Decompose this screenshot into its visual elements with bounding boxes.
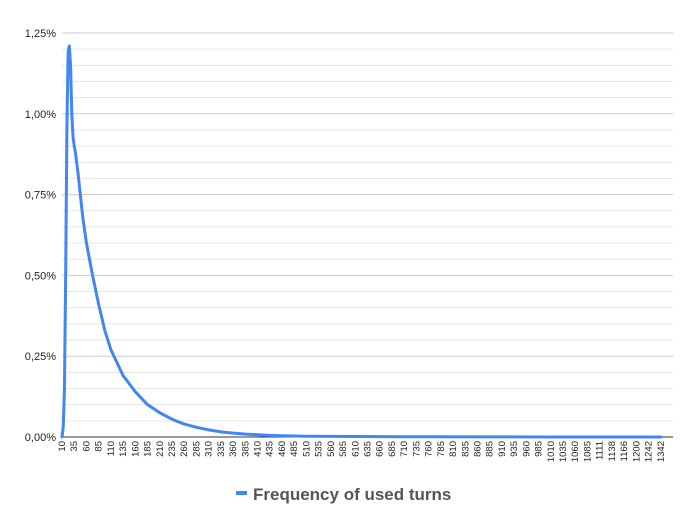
y-tick-label: 1,25% xyxy=(25,28,56,40)
y-axis: 0,00% 0,25% 0,50% 0,75% 1,00% 1,25% xyxy=(25,28,56,444)
x-tick-label: 1035 xyxy=(558,441,569,462)
x-tick-label: 110 xyxy=(106,441,117,456)
x-tick-label: 960 xyxy=(521,441,532,457)
x-tick-label: 1111 xyxy=(595,441,606,460)
series-line xyxy=(60,44,663,439)
x-tick-label: 785 xyxy=(436,441,447,457)
y-tick-label: 0,25% xyxy=(25,351,56,363)
y-tick-label: 0,75% xyxy=(25,190,56,202)
x-tick-label: 435 xyxy=(265,441,276,457)
y-tick-label: 1,00% xyxy=(25,109,56,121)
x-tick-label: 860 xyxy=(472,441,483,457)
x-tick-label: 685 xyxy=(387,441,398,457)
x-tick-label: 1138 xyxy=(607,441,618,461)
x-tick-label: 35 xyxy=(69,441,80,452)
x-tick-label: 535 xyxy=(314,441,325,457)
x-tick-label: 360 xyxy=(228,441,239,457)
x-axis: 10 35 60 85 110 135 160 185 210 235 260 285 310 335 36… xyxy=(57,441,667,462)
x-tick-label: 385 xyxy=(240,441,251,457)
x-tick-label: 135 xyxy=(118,441,129,457)
x-tick-label: 885 xyxy=(485,441,496,457)
x-tick-label: 160 xyxy=(130,441,141,457)
x-tick-label: 910 xyxy=(497,441,508,457)
x-tick-label: 760 xyxy=(424,441,435,457)
x-tick-label: 1342 xyxy=(656,441,667,462)
x-tick-label: 285 xyxy=(191,441,202,457)
legend-label: Frequency of used turns xyxy=(253,485,451,504)
plot-area xyxy=(60,44,663,439)
x-tick-label: 810 xyxy=(448,441,459,457)
x-tick-label: 1010 xyxy=(546,441,557,462)
x-tick-label: 335 xyxy=(216,441,227,457)
x-tick-label: 660 xyxy=(375,441,386,457)
x-tick-label: 235 xyxy=(167,441,178,457)
x-tick-label: 460 xyxy=(277,441,288,457)
x-tick-label: 485 xyxy=(289,441,300,457)
x-tick-label: 1085 xyxy=(582,441,593,462)
x-tick-label: 835 xyxy=(460,441,471,457)
x-tick-label: 710 xyxy=(399,441,410,457)
x-tick-label: 185 xyxy=(143,441,154,457)
gridlines xyxy=(62,32,673,438)
x-tick-label: 735 xyxy=(411,441,422,457)
x-tick-label: 585 xyxy=(338,441,349,457)
x-tick-label: 635 xyxy=(363,441,374,457)
x-tick-label: 935 xyxy=(509,441,520,457)
x-tick-label: 560 xyxy=(326,441,337,457)
x-tick-label: 410 xyxy=(253,441,264,457)
x-tick-label: 985 xyxy=(534,441,545,457)
x-tick-label: 1242 xyxy=(644,441,655,462)
x-tick-label: 510 xyxy=(301,441,312,457)
x-tick-label: 10 xyxy=(57,441,68,452)
x-tick-label: 260 xyxy=(179,441,190,457)
x-tick-label: 1060 xyxy=(570,441,581,462)
y-tick-label: 0,00% xyxy=(25,432,56,444)
x-tick-label: 60 xyxy=(81,441,92,452)
x-tick-label: 1166 xyxy=(619,441,630,461)
y-tick-label: 0,50% xyxy=(25,270,56,282)
x-tick-label: 1200 xyxy=(631,441,642,462)
x-tick-label: 85 xyxy=(94,441,105,452)
x-tick-label: 610 xyxy=(350,441,361,457)
legend: Frequency of used turns xyxy=(236,485,451,504)
legend-swatch xyxy=(236,491,247,495)
x-tick-label: 210 xyxy=(155,441,166,457)
x-tick-label: 310 xyxy=(204,441,215,457)
